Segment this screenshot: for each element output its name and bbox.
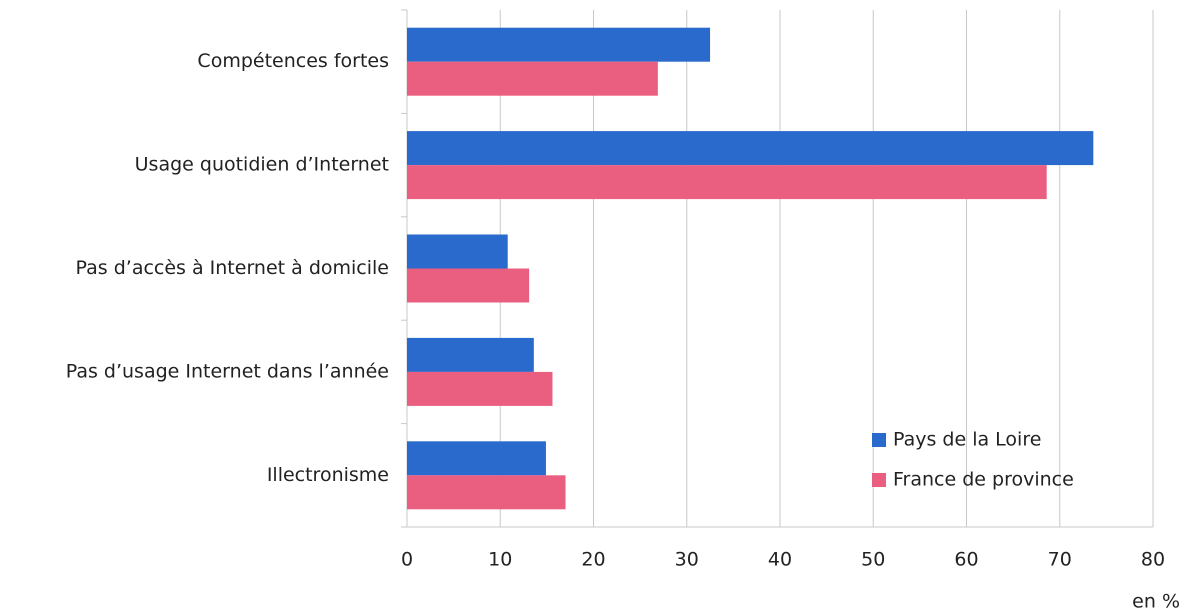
y-tick-label: Usage quotidien d’Internet bbox=[135, 154, 389, 176]
x-tick-label: 80 bbox=[1141, 549, 1165, 571]
y-tick-label: Illectronisme bbox=[267, 464, 389, 486]
bar bbox=[407, 27, 711, 62]
x-tick-label: 30 bbox=[675, 549, 699, 571]
legend-label: Pays de la Loire bbox=[893, 429, 1041, 451]
x-tick-label: 20 bbox=[581, 549, 605, 571]
bar bbox=[407, 371, 553, 406]
bar bbox=[407, 337, 534, 372]
y-tick-label: Compétences fortes bbox=[197, 50, 389, 72]
bar bbox=[407, 268, 530, 303]
bar bbox=[407, 441, 546, 476]
bar bbox=[407, 165, 1047, 200]
x-tick-label: 60 bbox=[954, 549, 978, 571]
bar bbox=[407, 61, 658, 96]
y-tick-label: Pas d’accès à Internet à domicile bbox=[76, 257, 389, 279]
legend-label: France de province bbox=[893, 469, 1074, 491]
bar bbox=[407, 234, 508, 269]
x-axis-label: en % bbox=[1132, 591, 1180, 612]
x-tick-label: 40 bbox=[768, 549, 792, 571]
bar bbox=[407, 131, 1094, 166]
x-tick-label: 10 bbox=[488, 549, 512, 571]
x-tick-label: 0 bbox=[401, 549, 413, 571]
bar bbox=[407, 475, 566, 510]
legend-swatch bbox=[872, 473, 886, 487]
legend-swatch bbox=[872, 433, 886, 447]
x-tick-label: 50 bbox=[861, 549, 885, 571]
x-tick-label: 70 bbox=[1048, 549, 1072, 571]
y-tick-label: Pas d’usage Internet dans l’année bbox=[66, 360, 389, 382]
